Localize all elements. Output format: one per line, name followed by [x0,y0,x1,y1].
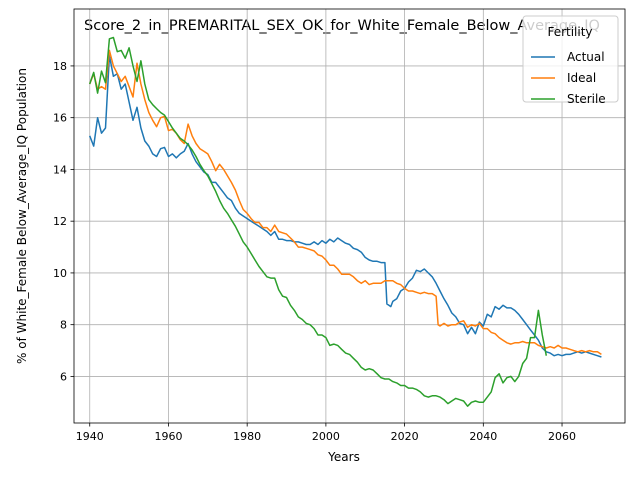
x-tick-label: 2000 [312,430,340,443]
series-line-actual [89,54,602,358]
y-tick-label: 12 [53,215,67,228]
series-line-sterile [88,36,548,407]
y-tick-label: 14 [53,163,67,176]
y-tick-label: 6 [60,370,67,383]
x-axis-label: Years [327,450,360,464]
x-tick-label: 1960 [154,430,182,443]
y-tick-label: 10 [53,267,67,280]
series-lines [88,36,602,407]
plot-area-frame [73,8,626,424]
x-tick-label: 2020 [391,430,419,443]
x-tick-label: 1940 [76,430,104,443]
axis-ticks: 1940 1960 1980 2000 2020 2040 2060 6 8 10 12 14 16 18 [53,60,576,443]
y-tick-label: 16 [53,112,67,125]
legend-label-actual: Actual [567,50,605,64]
legend-title: Fertility [547,25,592,39]
x-tick-label: 1980 [233,430,261,443]
y-axis-label: % of White_Female Below_Average_IQ Popul… [15,68,29,364]
x-tick-label: 2040 [469,430,497,443]
legend-items: Actual Ideal Sterile [531,50,606,106]
legend-label-sterile: Sterile [567,92,606,106]
legend-box [522,15,619,103]
chart-title: Score_2_in_PREMARITAL_SEX_OK_for_White_F… [84,18,600,34]
x-tick-label: 2060 [548,430,576,443]
legend: Fertility Actual Ideal Sterile [522,15,619,106]
y-tick-label: 18 [53,60,67,73]
y-tick-label: 8 [60,319,67,332]
grid [74,9,625,423]
legend-label-ideal: Ideal [567,71,596,85]
